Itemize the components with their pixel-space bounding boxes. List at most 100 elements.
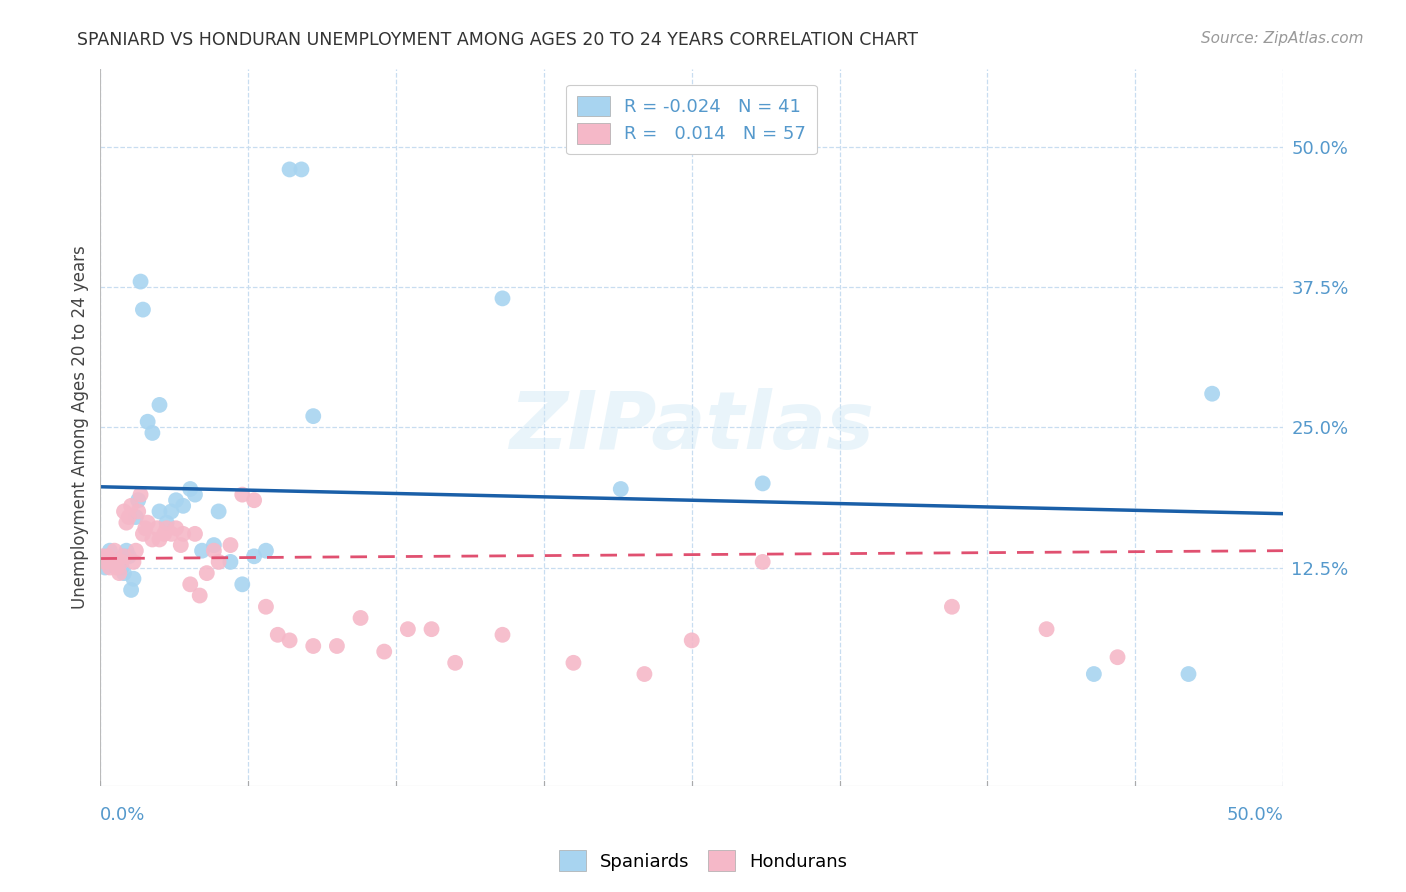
Point (125, 543, 148, 558)
Text: SPANIARD VS HONDURAN UNEMPLOYMENT AMONG AGES 20 TO 24 YEARS CORRELATION CHART: SPANIARD VS HONDURAN UNEMPLOYMENT AMONG … (77, 31, 918, 49)
Point (562, 656, 585, 670)
Point (1035, 622, 1057, 636)
Point (129, 488, 152, 502)
Point (111, 560, 134, 574)
Point (243, 549, 266, 564)
Text: ZIPatlas: ZIPatlas (509, 388, 875, 467)
Text: 50.0%: 50.0% (1226, 806, 1284, 824)
Point (207, 555, 229, 569)
Point (491, 628, 513, 642)
Point (94, 560, 117, 574)
Point (172, 527, 194, 541)
Point (120, 499, 142, 513)
Point (179, 577, 201, 591)
Point (155, 521, 177, 535)
Point (373, 644, 395, 658)
Point (98, 560, 121, 574)
Point (254, 543, 277, 558)
Legend: R = -0.024   N = 41, R =   0.014   N = 57: R = -0.024 N = 41, R = 0.014 N = 57 (567, 85, 817, 154)
Point (136, 516, 159, 530)
Point (160, 504, 183, 518)
Point (1083, 667, 1105, 681)
Point (103, 543, 125, 558)
Point (148, 504, 170, 518)
Point (491, 292, 513, 306)
Point (1177, 667, 1199, 681)
Point (202, 538, 225, 552)
Point (132, 302, 155, 317)
Point (122, 555, 145, 569)
Point (610, 482, 633, 496)
Point (118, 510, 141, 524)
Point (132, 527, 155, 541)
Point (146, 521, 169, 535)
Point (155, 516, 177, 530)
Point (105, 560, 128, 574)
Point (207, 504, 229, 518)
Legend: Spaniards, Hondurans: Spaniards, Hondurans (551, 843, 855, 879)
Point (141, 533, 163, 547)
Point (101, 555, 124, 569)
Point (195, 566, 218, 581)
Point (231, 577, 253, 591)
Point (98, 543, 121, 558)
Y-axis label: Unemployment Among Ages 20 to 24 years: Unemployment Among Ages 20 to 24 years (72, 245, 89, 609)
Point (115, 543, 138, 558)
Point (278, 162, 301, 177)
Point (302, 409, 325, 424)
Point (633, 667, 655, 681)
Point (115, 516, 138, 530)
Point (1107, 650, 1129, 665)
Point (96, 549, 118, 564)
Point (751, 555, 773, 569)
Point (188, 589, 211, 603)
Point (219, 555, 242, 569)
Point (111, 555, 134, 569)
Point (184, 488, 207, 502)
Point (125, 510, 148, 524)
Point (302, 639, 325, 653)
Point (349, 611, 371, 625)
Point (179, 482, 201, 496)
Point (396, 622, 419, 636)
Point (112, 549, 135, 564)
Point (136, 415, 159, 429)
Point (681, 633, 703, 648)
Point (219, 538, 242, 552)
Text: Source: ZipAtlas.com: Source: ZipAtlas.com (1201, 31, 1364, 46)
Point (112, 549, 135, 564)
Point (243, 493, 266, 508)
Text: 0.0%: 0.0% (100, 806, 146, 824)
Point (108, 555, 131, 569)
Point (112, 504, 135, 518)
Point (122, 572, 145, 586)
Point (148, 533, 170, 547)
Point (103, 555, 125, 569)
Point (91, 549, 114, 564)
Point (94, 555, 117, 569)
Point (254, 599, 277, 614)
Point (267, 628, 290, 642)
Point (172, 499, 194, 513)
Point (129, 275, 152, 289)
Point (165, 493, 187, 508)
Point (153, 527, 176, 541)
Point (118, 549, 141, 564)
Point (326, 639, 349, 653)
Point (278, 633, 301, 648)
Point (127, 504, 149, 518)
Point (202, 543, 225, 558)
Point (108, 566, 131, 581)
Point (141, 425, 163, 440)
Point (191, 543, 214, 558)
Point (170, 538, 193, 552)
Point (127, 493, 149, 508)
Point (160, 527, 183, 541)
Point (941, 599, 963, 614)
Point (134, 521, 156, 535)
Point (120, 582, 142, 597)
Point (1201, 386, 1223, 401)
Point (444, 656, 467, 670)
Point (165, 521, 187, 535)
Point (290, 162, 312, 177)
